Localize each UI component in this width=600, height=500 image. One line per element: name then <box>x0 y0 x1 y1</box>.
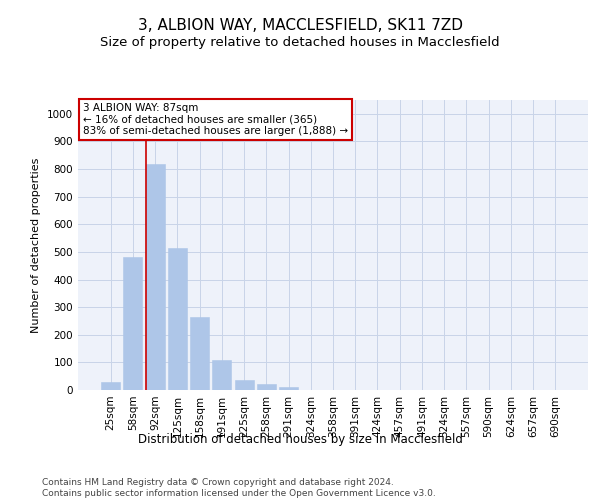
Text: Contains HM Land Registry data © Crown copyright and database right 2024.
Contai: Contains HM Land Registry data © Crown c… <box>42 478 436 498</box>
Bar <box>124 258 142 390</box>
Bar <box>279 387 298 390</box>
Text: Size of property relative to detached houses in Macclesfield: Size of property relative to detached ho… <box>100 36 500 49</box>
Bar <box>235 380 254 390</box>
Text: 3 ALBION WAY: 87sqm
← 16% of detached houses are smaller (365)
83% of semi-detac: 3 ALBION WAY: 87sqm ← 16% of detached ho… <box>83 103 348 136</box>
Bar <box>257 384 276 390</box>
Text: Distribution of detached houses by size in Macclesfield: Distribution of detached houses by size … <box>137 432 463 446</box>
Bar <box>101 382 120 390</box>
Bar <box>212 360 231 390</box>
Text: 3, ALBION WAY, MACCLESFIELD, SK11 7ZD: 3, ALBION WAY, MACCLESFIELD, SK11 7ZD <box>137 18 463 32</box>
Bar <box>190 317 209 390</box>
Y-axis label: Number of detached properties: Number of detached properties <box>31 158 41 332</box>
Bar <box>168 248 187 390</box>
Bar <box>146 164 164 390</box>
